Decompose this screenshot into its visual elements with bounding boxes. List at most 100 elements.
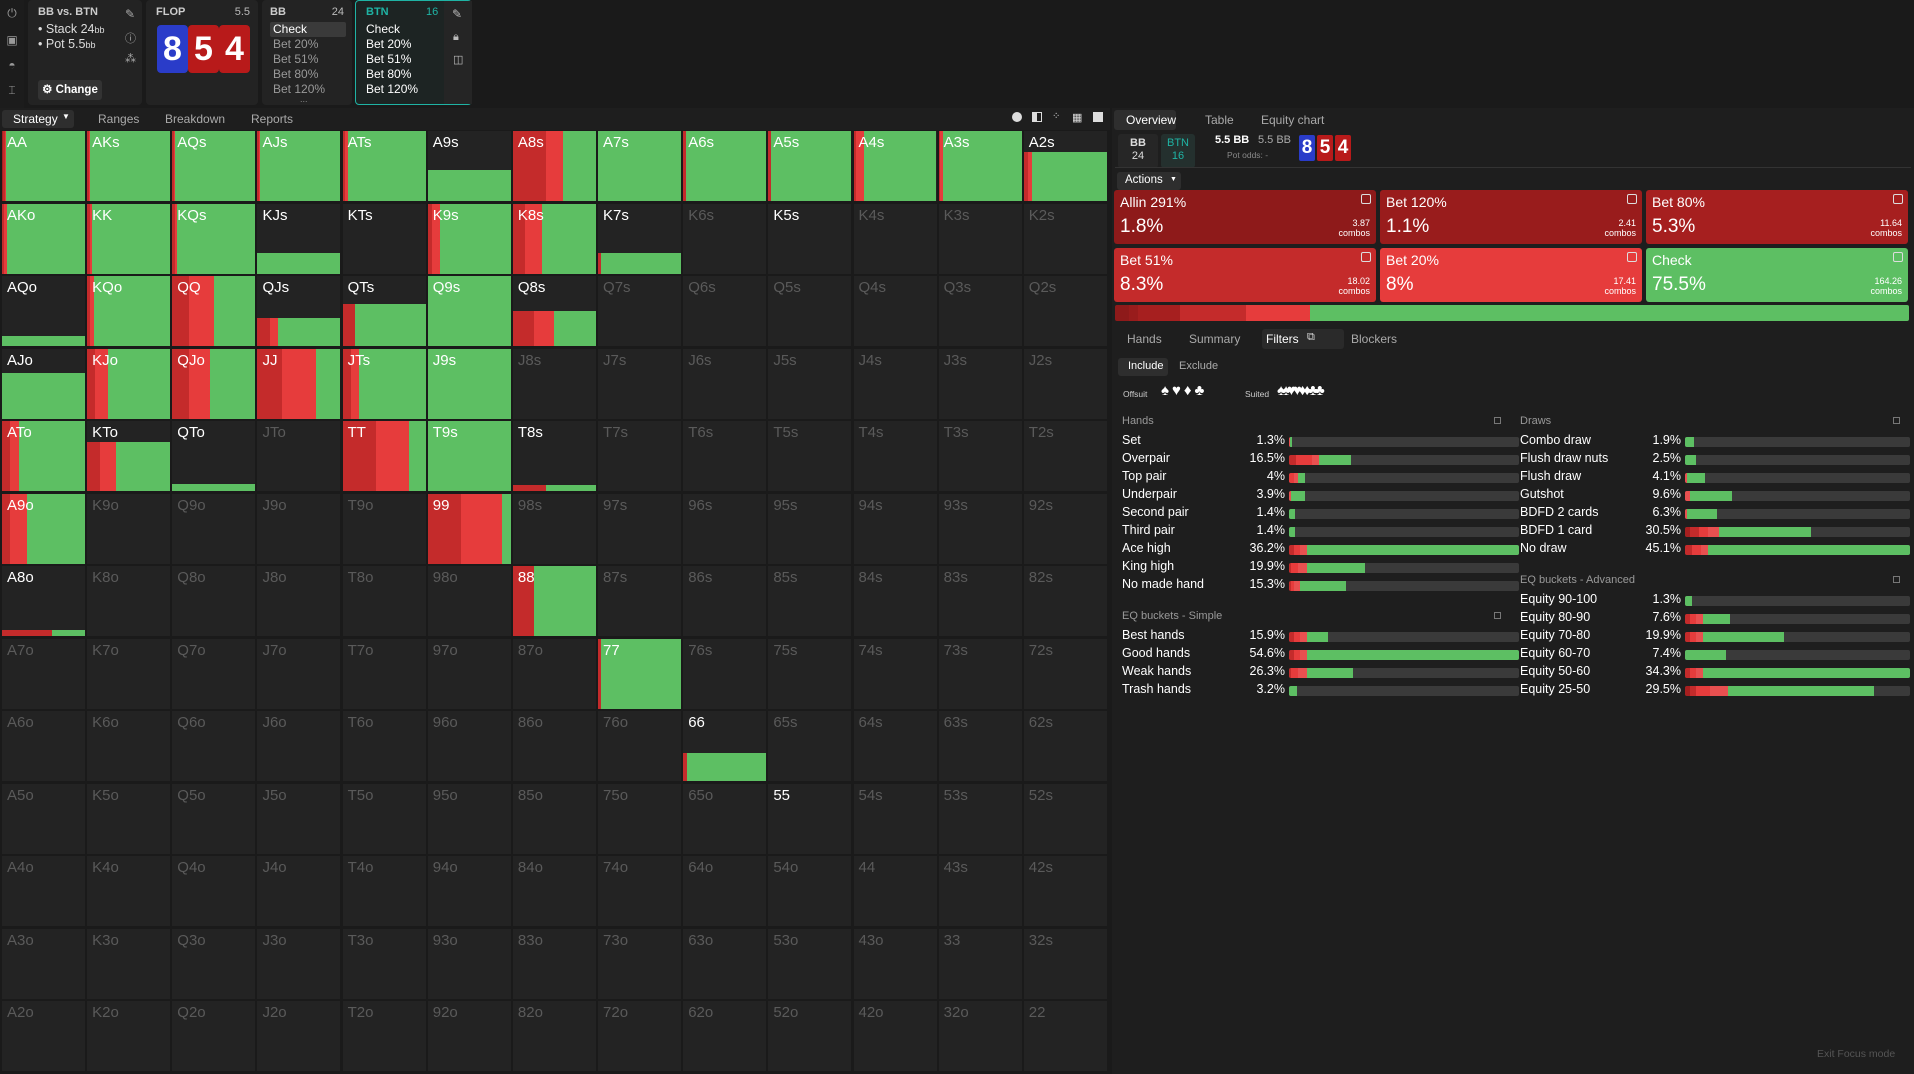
grid-small-icon[interactable]: ⁘: [1052, 111, 1061, 122]
filter-row-ace-high[interactable]: Ace high 36.2%: [1122, 540, 1519, 558]
hand-cell-82s[interactable]: 82s: [1023, 566, 1107, 636]
hand-cell-K8o[interactable]: K8o: [87, 566, 171, 636]
gamepad-icon[interactable]: ◓: [8, 58, 16, 72]
list-icon[interactable]: [1361, 194, 1371, 204]
hand-cell-87o[interactable]: 87o: [512, 638, 596, 709]
hand-cell-J6s[interactable]: J6s: [683, 348, 767, 419]
hand-cell-A7o[interactable]: A7o: [2, 638, 85, 709]
hand-cell-J3s[interactable]: J3s: [938, 348, 1022, 419]
hand-cell-A6s[interactable]: A6s: [683, 131, 767, 201]
hand-cell-95s[interactable]: 95s: [768, 493, 852, 564]
hand-cell-Q5s[interactable]: Q5s: [768, 276, 852, 346]
hand-cell-J3o[interactable]: J3o: [257, 928, 341, 999]
hand-cell-KJs[interactable]: KJs: [257, 203, 341, 274]
hand-cell-62s[interactable]: 62s: [1023, 711, 1107, 781]
hand-cell-76o[interactable]: 76o: [598, 711, 682, 781]
list-icon[interactable]: [1627, 194, 1637, 204]
hand-cell-32s[interactable]: 32s: [1023, 928, 1107, 999]
hand-cell-Q9o[interactable]: Q9o: [172, 493, 256, 564]
hand-cell-QTs[interactable]: QTs: [342, 276, 426, 346]
exclude-button[interactable]: Exclude: [1179, 360, 1219, 372]
filter-row-trash-hands[interactable]: Trash hands 3.2%: [1122, 681, 1519, 699]
hand-cell-T8o[interactable]: T8o: [342, 566, 426, 636]
hand-cell-K7o[interactable]: K7o: [87, 638, 171, 709]
hand-cell-T8s[interactable]: T8s: [512, 421, 596, 491]
hand-cell-72o[interactable]: 72o: [598, 1001, 682, 1071]
hand-cell-62o[interactable]: 62o: [683, 1001, 767, 1071]
hand-cell-43s[interactable]: 43s: [938, 856, 1022, 926]
hand-cell-T9s[interactable]: T9s: [427, 421, 511, 491]
hand-cell-94s[interactable]: 94s: [853, 493, 937, 564]
hand-cell-Q8o[interactable]: Q8o: [172, 566, 256, 636]
list-icon[interactable]: [1893, 194, 1903, 204]
hand-cell-77[interactable]: 77: [598, 638, 682, 709]
hand-cell-Q8s[interactable]: Q8s: [512, 276, 596, 346]
filter-row-underpair[interactable]: Underpair 3.9%: [1122, 486, 1519, 504]
filter-row-weak-hands[interactable]: Weak hands 26.3%: [1122, 663, 1519, 681]
hand-cell-QJo[interactable]: QJo: [172, 348, 256, 419]
hand-cell-84o[interactable]: 84o: [512, 856, 596, 926]
subtab-blockers[interactable]: Blockers: [1351, 332, 1398, 346]
hand-cell-74s[interactable]: 74s: [853, 638, 937, 709]
hand-cell-86o[interactable]: 86o: [512, 711, 596, 781]
hand-cell-64o[interactable]: 64o: [683, 856, 767, 926]
hand-cell-Q9s[interactable]: Q9s: [427, 276, 511, 346]
hand-cell-K5o[interactable]: K5o: [87, 783, 171, 854]
filter-row-top-pair[interactable]: Top pair 4%: [1122, 468, 1519, 486]
filter-row-equity-60-70[interactable]: Equity 60-70 7.4%: [1520, 645, 1910, 663]
hand-cell-94o[interactable]: 94o: [427, 856, 511, 926]
hand-cell-QTo[interactable]: QTo: [172, 421, 256, 491]
tab-reports[interactable]: Reports: [251, 112, 294, 126]
subtab-filters[interactable]: [1262, 329, 1344, 349]
hand-cell-83s[interactable]: 83s: [938, 566, 1022, 636]
subtab-summary[interactable]: Summary: [1189, 332, 1241, 346]
hand-cell-T6o[interactable]: T6o: [342, 711, 426, 781]
hand-cell-T5s[interactable]: T5s: [768, 421, 852, 491]
hand-cell-J2o[interactable]: J2o: [257, 1001, 341, 1071]
copy-icon[interactable]: ⧉: [1307, 331, 1315, 343]
hand-cell-J9s[interactable]: J9s: [427, 348, 511, 419]
hand-cell-55[interactable]: 55: [768, 783, 852, 854]
hand-cell-97o[interactable]: 97o: [427, 638, 511, 709]
filter-row-flush-draw[interactable]: Flush draw 4.1%: [1520, 468, 1910, 486]
text-cursor-icon[interactable]: ⌶: [8, 83, 16, 97]
hand-cell-AKo[interactable]: AKo: [2, 203, 85, 274]
btn-action-bet20[interactable]: Bet 20%: [366, 37, 412, 51]
hand-cell-KK[interactable]: KK: [87, 203, 171, 274]
hand-cell-42s[interactable]: 42s: [1023, 856, 1107, 926]
hand-cell-J8s[interactable]: J8s: [512, 348, 596, 419]
hand-cell-97s[interactable]: 97s: [598, 493, 682, 564]
list-icon[interactable]: [1627, 252, 1637, 262]
subtab-hands[interactable]: Hands: [1127, 332, 1162, 346]
filter-row-second-pair[interactable]: Second pair 1.4%: [1122, 504, 1519, 522]
hand-cell-65s[interactable]: 65s: [768, 711, 852, 781]
hand-cell-A9o[interactable]: A9o: [2, 493, 85, 564]
info-icon[interactable]: ⓘ: [125, 33, 136, 45]
bb-action-check[interactable]: Check: [270, 22, 346, 37]
hand-cell-88[interactable]: 88: [512, 566, 596, 636]
exit-focus-mode[interactable]: Exit Focus mode: [1817, 1048, 1896, 1060]
pencil-icon[interactable]: ✎: [125, 7, 136, 21]
hand-cell-K5s[interactable]: K5s: [768, 203, 852, 274]
half-square-icon[interactable]: [1032, 112, 1042, 122]
hand-cell-A3o[interactable]: A3o: [2, 928, 85, 999]
hand-cell-T3s[interactable]: T3s: [938, 421, 1022, 491]
hand-cell-74o[interactable]: 74o: [598, 856, 682, 926]
hand-cell-A9s[interactable]: A9s: [427, 131, 511, 201]
hand-cell-J7s[interactable]: J7s: [598, 348, 682, 419]
hand-cell-98o[interactable]: 98o: [427, 566, 511, 636]
hand-cell-KTo[interactable]: KTo: [87, 421, 171, 491]
filter-row-bdfd-1-card[interactable]: BDFD 1 card 30.5%: [1520, 522, 1910, 540]
filter-row-equity-25-50[interactable]: Equity 25-50 29.5%: [1520, 681, 1910, 699]
hand-cell-ATo[interactable]: ATo: [2, 421, 85, 491]
action-box-bet-120[interactable]: Bet 120% 1.1% 2.41 combos: [1380, 190, 1642, 244]
action-box-allin-291[interactable]: Allin 291% 1.8% 3.87 combos: [1114, 190, 1376, 244]
hand-cell-Q4o[interactable]: Q4o: [172, 856, 256, 926]
hand-cell-Q7o[interactable]: Q7o: [172, 638, 256, 709]
hand-cell-K6s[interactable]: K6s: [683, 203, 767, 274]
btn-action-bet80[interactable]: Bet 80%: [366, 67, 412, 81]
hand-cell-JTo[interactable]: JTo: [257, 421, 341, 491]
circle-icon[interactable]: [1012, 112, 1022, 122]
hand-cell-Q7s[interactable]: Q7s: [598, 276, 682, 346]
hand-cell-AKs[interactable]: AKs: [87, 131, 171, 201]
